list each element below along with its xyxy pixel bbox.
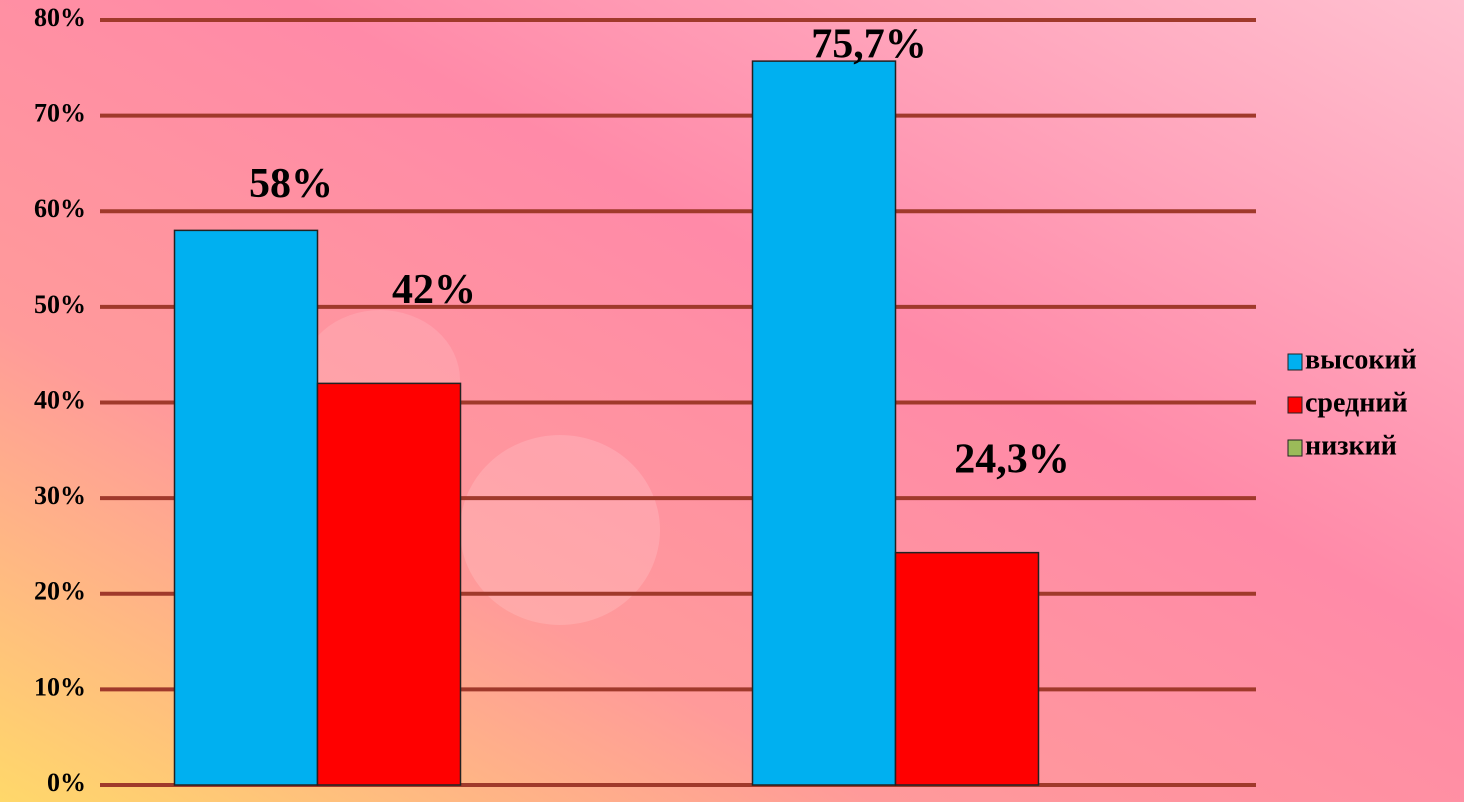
legend-label: высокий: [1305, 344, 1417, 375]
y-tick-label: 80%: [34, 3, 86, 32]
bar: [896, 553, 1039, 785]
y-tick-label: 20%: [34, 577, 86, 606]
legend-label: низкий: [1305, 430, 1397, 461]
bar: [318, 383, 461, 785]
bar: [753, 61, 896, 785]
y-tick-label: 40%: [34, 385, 86, 414]
y-tick-label: 10%: [34, 672, 86, 701]
data-label: 42%: [392, 267, 476, 313]
bar: [175, 230, 318, 785]
legend-swatch: [1288, 354, 1302, 370]
chart: 0% 10% 20% 30% 40% 50% 60% 70% 80% 58% 42% 75,7% 24,…: [0, 0, 1464, 802]
decor: [460, 435, 660, 625]
data-label: 24,3%: [954, 436, 1070, 482]
data-label: 75,7%: [811, 22, 927, 68]
y-tick-label: 30%: [34, 481, 86, 510]
data-label: 58%: [249, 161, 333, 207]
legend-swatch: [1288, 397, 1302, 413]
y-tick-label: 70%: [34, 99, 86, 128]
y-tick-label: 50%: [34, 290, 86, 319]
legend-label: средний: [1305, 387, 1408, 418]
y-tick-label: 0%: [47, 768, 86, 797]
y-tick-label: 60%: [34, 194, 86, 223]
page: 0% 10% 20% 30% 40% 50% 60% 70% 80% 58% 42% 75,7% 24,…: [0, 0, 1464, 802]
legend-swatch: [1288, 440, 1302, 456]
